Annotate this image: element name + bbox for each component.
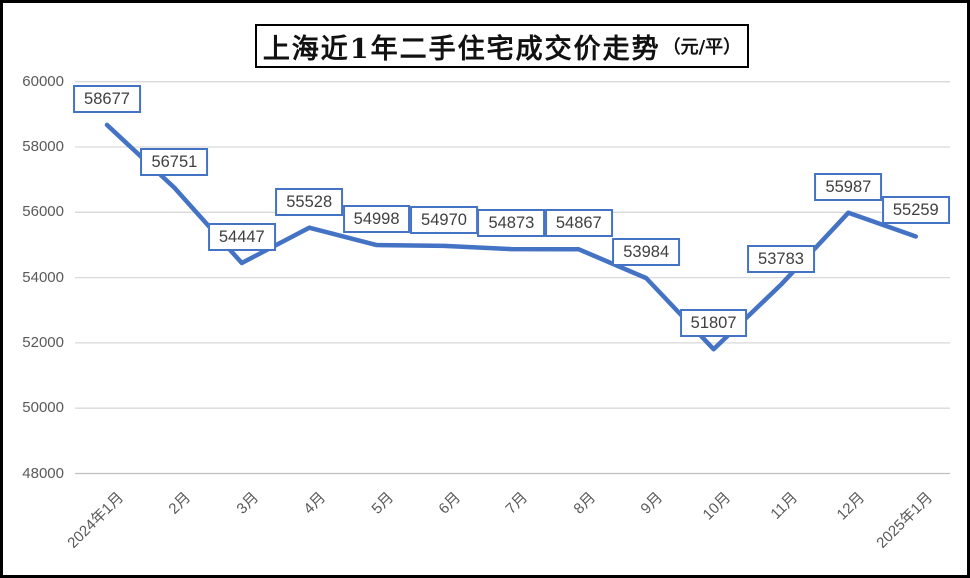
data-label: 54447 <box>207 223 276 251</box>
y-axis-tick-label: 52000 <box>22 333 64 351</box>
y-axis-tick-label: 56000 <box>22 203 64 221</box>
data-label: 55259 <box>881 196 950 225</box>
data-label: 54867 <box>544 209 613 238</box>
y-axis-tick-label: 60000 <box>22 72 64 90</box>
price-trend-line <box>104 122 919 352</box>
y-axis-tick-label: 50000 <box>22 399 64 417</box>
y-axis-tick-label: 54000 <box>22 268 64 286</box>
data-label: 54873 <box>477 209 546 238</box>
chart-canvas <box>75 81 950 475</box>
data-label: 53984 <box>612 238 681 267</box>
data-label: 54970 <box>410 205 478 234</box>
data-label: 55987 <box>814 172 883 201</box>
y-axis-tick-label: 48000 <box>22 464 64 482</box>
y-axis-tick-label: 58000 <box>22 138 64 155</box>
data-label: 56751 <box>140 147 209 176</box>
chart-title-box: 上海近1年二手住宅成交价走势 （元/平） <box>255 24 749 68</box>
data-label: 55528 <box>275 187 344 216</box>
data-label: 51807 <box>679 309 748 338</box>
data-label: 54998 <box>342 205 411 233</box>
data-label: 58677 <box>73 84 141 113</box>
chart-title-unit: （元/平） <box>662 37 742 58</box>
chart-title: 上海近1年二手住宅成交价走势 <box>262 33 661 65</box>
plot-area: 60000 58000 56000 54000 52000 50000 48000 2024年… <box>3 3 967 575</box>
data-label: 53783 <box>747 244 815 273</box>
